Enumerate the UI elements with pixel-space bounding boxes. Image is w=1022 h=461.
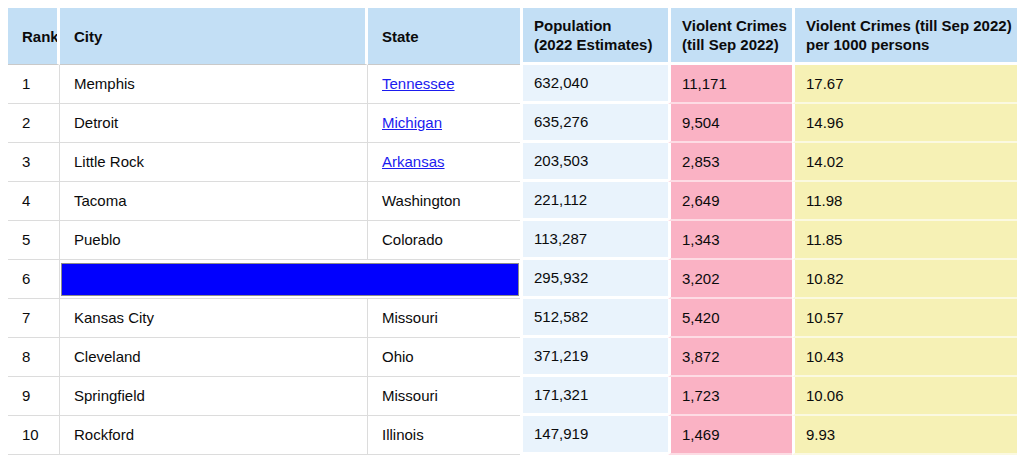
city-cell: Memphis — [60, 65, 368, 104]
violent-crimes-cell: 9,504 — [668, 104, 792, 143]
state-cell: Washington — [368, 182, 520, 221]
rank-cell: 3 — [8, 143, 60, 182]
rank-cell: 2 — [8, 104, 60, 143]
population-cell: 171,321 — [520, 377, 668, 416]
crime-rate-cell: 10.43 — [792, 338, 1017, 377]
state-cell: Arkansas — [368, 143, 520, 182]
city-cell: Little Rock — [60, 143, 368, 182]
header-population-line1: Population — [534, 16, 664, 35]
violent-crimes-cell: 1,469 — [668, 416, 792, 455]
header-row: Rank City State Population (2022 Estimat… — [8, 8, 1017, 65]
city-cell: Detroit — [60, 104, 368, 143]
population-cell: 635,276 — [520, 104, 668, 143]
header-population-line2: (2022 Estimates) — [534, 35, 664, 54]
table-row: 5PuebloColorado113,2871,34311.85 — [8, 221, 1017, 260]
header-crime-rate-line1: Violent Crimes (till Sep 2022) — [806, 16, 1013, 35]
rank-cell: 1 — [8, 65, 60, 104]
header-violent-crimes-line1: Violent Crimes — [682, 16, 788, 35]
header-crime-rate-line2: per 1000 persons — [806, 35, 1013, 54]
population-cell: 371,219 — [520, 338, 668, 377]
crime-rate-cell: 17.67 — [792, 65, 1017, 104]
redacted-city-state-cell — [60, 260, 520, 299]
crime-rate-cell: 10.06 — [792, 377, 1017, 416]
violent-crimes-cell: 11,171 — [668, 65, 792, 104]
rank-cell: 4 — [8, 182, 60, 221]
city-cell: Kansas City — [60, 299, 368, 338]
header-population: Population (2022 Estimates) — [520, 8, 668, 65]
violent-crimes-cell: 5,420 — [668, 299, 792, 338]
crime-rate-cell: 14.96 — [792, 104, 1017, 143]
table-body: 1MemphisTennessee632,04011,17117.672Detr… — [8, 65, 1017, 455]
state-cell: Ohio — [368, 338, 520, 377]
header-rank: Rank — [8, 8, 60, 65]
population-cell: 221,112 — [520, 182, 668, 221]
population-cell: 147,919 — [520, 416, 668, 455]
population-cell: 203,503 — [520, 143, 668, 182]
rank-cell: 8 — [8, 338, 60, 377]
state-link[interactable]: Arkansas — [382, 153, 445, 170]
city-cell: Pueblo — [60, 221, 368, 260]
table-row: 7Kansas CityMissouri512,5825,42010.57 — [8, 299, 1017, 338]
table-row: 9SpringfieldMissouri171,3211,72310.06 — [8, 377, 1017, 416]
violent-crimes-cell: 1,723 — [668, 377, 792, 416]
state-cell: Missouri — [368, 299, 520, 338]
crime-stats-table: Rank City State Population (2022 Estimat… — [8, 8, 1017, 455]
state-cell: Missouri — [368, 377, 520, 416]
population-cell: 512,582 — [520, 299, 668, 338]
city-cell: Tacoma — [60, 182, 368, 221]
state-cell: Michigan — [368, 104, 520, 143]
table-row: 10RockfordIllinois147,9191,4699.93 — [8, 416, 1017, 455]
crime-rate-cell: 9.93 — [792, 416, 1017, 455]
rank-cell: 5 — [8, 221, 60, 260]
state-cell: Colorado — [368, 221, 520, 260]
crime-rate-cell: 11.85 — [792, 221, 1017, 260]
state-link[interactable]: Tennessee — [382, 75, 455, 92]
table-row: 8ClevelandOhio371,2193,87210.43 — [8, 338, 1017, 377]
crime-rate-cell: 10.57 — [792, 299, 1017, 338]
violent-crimes-cell: 1,343 — [668, 221, 792, 260]
state-cell: Tennessee — [368, 65, 520, 104]
rank-cell: 6 — [8, 260, 60, 299]
header-violent-crimes: Violent Crimes (till Sep 2022) — [668, 8, 792, 65]
table-row: 6 295,9323,20210.82 — [8, 260, 1017, 299]
header-city: City — [60, 8, 368, 65]
header-state: State — [368, 8, 520, 65]
rank-cell: 9 — [8, 377, 60, 416]
redaction-bar — [61, 263, 519, 296]
rank-cell: 10 — [8, 416, 60, 455]
state-cell: Illinois — [368, 416, 520, 455]
city-cell: Rockford — [60, 416, 368, 455]
violent-crimes-cell: 2,853 — [668, 143, 792, 182]
crime-rate-cell: 11.98 — [792, 182, 1017, 221]
crime-rate-cell: 14.02 — [792, 143, 1017, 182]
city-cell: Springfield — [60, 377, 368, 416]
table-row: 2Detroit Michigan 635,2769,50414.96 — [8, 104, 1017, 143]
population-cell: 295,932 — [520, 260, 668, 299]
state-link[interactable]: Michigan — [382, 114, 442, 131]
population-cell: 632,040 — [520, 65, 668, 104]
header-crime-rate: Violent Crimes (till Sep 2022) per 1000 … — [792, 8, 1017, 65]
violent-crimes-cell: 2,649 — [668, 182, 792, 221]
table-row: 3Little Rock Arkansas 203,5032,85314.02 — [8, 143, 1017, 182]
table-row: 4TacomaWashington221,1122,64911.98 — [8, 182, 1017, 221]
population-cell: 113,287 — [520, 221, 668, 260]
violent-crimes-cell: 3,202 — [668, 260, 792, 299]
violent-crimes-cell: 3,872 — [668, 338, 792, 377]
rank-cell: 7 — [8, 299, 60, 338]
crime-rate-cell: 10.82 — [792, 260, 1017, 299]
header-violent-crimes-line2: (till Sep 2022) — [682, 35, 788, 54]
table-row: 1Memphis Tennessee 632,04011,17117.67 — [8, 65, 1017, 104]
city-cell: Cleveland — [60, 338, 368, 377]
